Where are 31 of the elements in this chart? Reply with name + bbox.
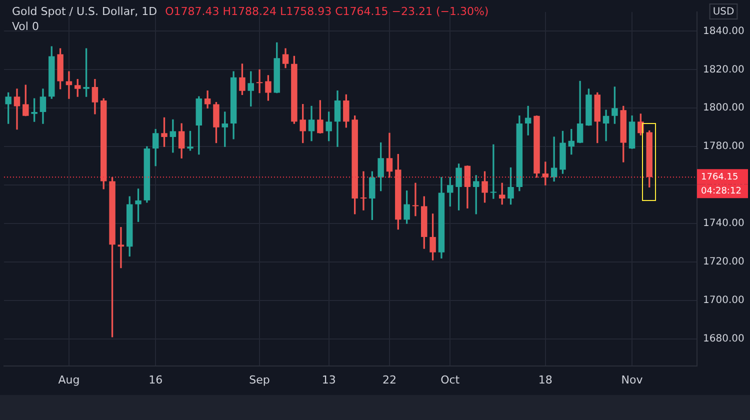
chart-subtitle: O1787.43 H1788.24 L1758.93 C1764.15 −23.21 (−1.30%) bbox=[165, 5, 489, 18]
candlestick bbox=[118, 227, 124, 268]
chart-title: Gold Spot / U.S. Dollar, 1D bbox=[12, 5, 158, 18]
candlestick bbox=[412, 182, 419, 216]
y-tick-label: 1740.00 bbox=[703, 218, 744, 230]
y-tick-label: 1800.00 bbox=[703, 102, 744, 114]
y-tick-label: 1820.00 bbox=[703, 64, 744, 76]
y-tick-label: 1720.00 bbox=[703, 256, 744, 268]
candlestick bbox=[360, 171, 367, 210]
x-tick-label: 22 bbox=[382, 373, 396, 386]
x-tick-label: 18 bbox=[538, 373, 552, 386]
x-tick-label: Aug bbox=[58, 373, 80, 386]
candlestick bbox=[550, 136, 558, 182]
y-tick-label: 1680.00 bbox=[703, 333, 744, 344]
y-axis-title: USD bbox=[712, 6, 734, 18]
x-tick-label: Sep bbox=[249, 373, 270, 386]
text: 04:28:12 bbox=[701, 186, 742, 196]
annotation: Vol 0 bbox=[12, 19, 40, 34]
y-tick-label: 1700.00 bbox=[703, 295, 744, 306]
y-tick-label: 1780.00 bbox=[703, 141, 744, 152]
candlestick bbox=[14, 88, 20, 130]
candlestick bbox=[490, 144, 497, 199]
ref-line-label: 1764.15 bbox=[701, 172, 738, 182]
candlestick bbox=[66, 71, 72, 99]
candlestick bbox=[256, 69, 263, 94]
x-tick-label: Nov bbox=[621, 373, 644, 386]
candlestick bbox=[602, 110, 610, 142]
x-tick-label: 13 bbox=[322, 373, 336, 386]
x-tick-label: Oct bbox=[440, 373, 460, 386]
x-tick-label: 16 bbox=[148, 373, 163, 386]
y-tick-label: 1840.00 bbox=[703, 26, 744, 37]
